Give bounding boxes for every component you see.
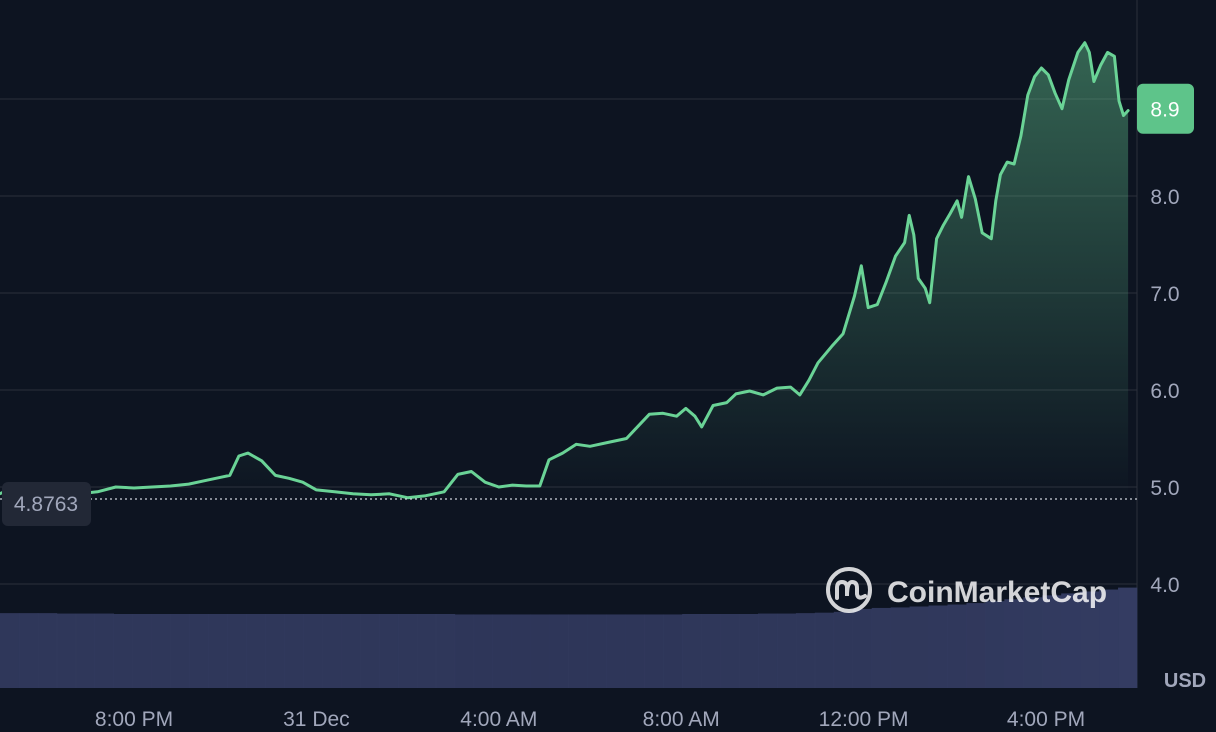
volume-bar <box>814 612 835 688</box>
volume-bar <box>795 613 816 688</box>
volume-bar <box>1061 593 1081 688</box>
volume-bar <box>360 614 380 688</box>
volume-bar <box>151 614 171 688</box>
volume-bar <box>1099 589 1119 688</box>
y-tick-label: 7.0 <box>1150 283 1179 306</box>
volume-bar <box>947 604 967 688</box>
price-area <box>0 41 1130 500</box>
volume-bar <box>18 613 39 688</box>
volume-bar <box>890 607 910 688</box>
volume-bar <box>739 614 759 688</box>
price-area-fill <box>0 42 1129 499</box>
y-tick-label: 4.0 <box>1150 574 1179 597</box>
volume-bar <box>682 614 702 688</box>
volume-bar <box>966 603 986 688</box>
current-price-label: 8.9 <box>1150 99 1179 122</box>
volume-bar <box>265 614 285 688</box>
volume-bar <box>1004 599 1024 688</box>
price-line <box>0 41 1130 500</box>
volume-bar <box>341 614 361 688</box>
volume-bar <box>113 614 133 688</box>
volume-bar <box>663 614 683 688</box>
volume-bar <box>56 613 77 688</box>
volume-bar <box>75 613 96 688</box>
y-tick-label: 8.0 <box>1150 186 1179 209</box>
volume-bar <box>246 614 266 688</box>
open-price-label: 4.8763 <box>14 493 78 516</box>
volume-bar <box>379 614 399 688</box>
y-axis: 4.0 5.0 6.0 7.0 8.0 <box>1150 186 1179 597</box>
volume-bar <box>852 608 872 688</box>
volume-bar <box>511 614 531 688</box>
volume-bar <box>587 614 607 688</box>
volume-bar <box>606 614 626 688</box>
x-tick-label: 12:00 PM <box>819 708 909 731</box>
volume-bar <box>549 614 569 688</box>
volume-bar <box>644 614 664 688</box>
watermark: CoinMarketCap <box>826 567 1107 613</box>
volume-bar <box>397 614 418 688</box>
open-price-badge: 4.8763 <box>2 482 91 526</box>
volume-bar <box>720 614 740 688</box>
watermark-text: CoinMarketCap <box>887 576 1107 609</box>
y-tick-label: 6.0 <box>1150 380 1179 403</box>
volume-bar <box>1042 595 1062 688</box>
volume-bar <box>322 614 342 688</box>
volume-bar <box>170 614 190 688</box>
volume-bar <box>1118 587 1138 688</box>
volume-bar <box>208 614 228 688</box>
current-price-badge: 8.9 <box>1137 83 1194 134</box>
volume-bar <box>530 614 550 688</box>
volume-bar <box>833 611 854 688</box>
volume-bar <box>492 614 512 688</box>
volume-bars <box>0 587 1138 688</box>
volume-bar <box>132 614 152 688</box>
volume-bar <box>985 601 1005 688</box>
x-tick-label: 8:00 PM <box>95 708 173 731</box>
volume-bar <box>303 614 323 688</box>
currency-label: USD <box>1164 670 1206 692</box>
volume-bar <box>928 605 948 688</box>
volume-bar <box>435 614 456 688</box>
x-axis: 8:00 PM 31 Dec 4:00 AM 8:00 AM 12:00 PM 4:00 … <box>95 708 1085 731</box>
coinmarketcap-logo-icon <box>826 567 872 613</box>
volume-bar <box>909 606 929 688</box>
volume-bar <box>416 614 437 688</box>
volume-bar <box>701 614 721 688</box>
x-tick-label: 4:00 AM <box>460 708 537 731</box>
volume-bar <box>871 607 891 688</box>
volume-bar <box>625 614 645 688</box>
volume-bar <box>473 614 493 688</box>
volume-bar <box>189 614 209 688</box>
volume-bar <box>0 613 20 688</box>
volume-bar <box>1023 597 1043 688</box>
volume-bar <box>94 613 114 688</box>
volume-bar <box>454 614 475 688</box>
x-tick-label: 4:00 PM <box>1007 708 1085 731</box>
volume-bar <box>568 614 588 688</box>
y-tick-label: 5.0 <box>1150 477 1179 500</box>
x-tick-label: 8:00 AM <box>643 708 720 731</box>
volume-bar <box>1080 591 1100 688</box>
x-tick-label: 31 Dec <box>283 708 350 731</box>
volume-bar <box>284 614 304 688</box>
volume-bar <box>758 613 778 688</box>
volume-bar <box>776 613 797 688</box>
volume-bar <box>227 614 247 688</box>
volume-bar <box>37 613 58 688</box>
